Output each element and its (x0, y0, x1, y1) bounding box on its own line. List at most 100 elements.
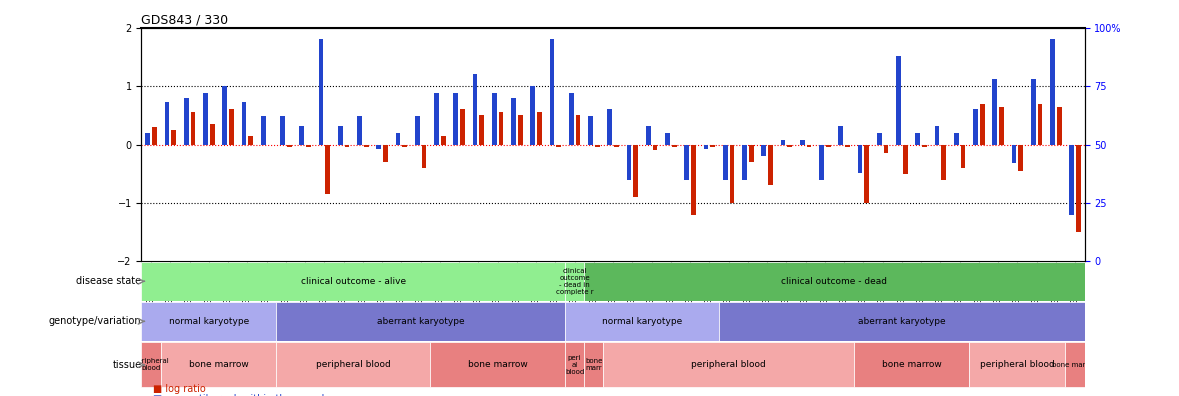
Bar (973, 109, 977, 145)
Bar (941, 145, 946, 179)
Bar (286, 145, 291, 147)
Text: aberrant karyotype: aberrant karyotype (377, 317, 465, 326)
Bar (1012, 145, 1016, 163)
FancyBboxPatch shape (565, 302, 719, 341)
Bar (665, 133, 670, 145)
Bar (376, 145, 381, 149)
Text: normal karyotype: normal karyotype (601, 317, 683, 326)
Bar (364, 145, 369, 147)
Text: clinical
outcome
- dead in
complete r: clinical outcome - dead in complete r (555, 268, 593, 295)
Bar (903, 145, 908, 174)
Text: clinical outcome - alive: clinical outcome - alive (301, 277, 406, 286)
Bar (749, 145, 753, 162)
Bar (607, 109, 612, 145)
Bar (261, 116, 265, 145)
Bar (1038, 104, 1042, 145)
Bar (518, 115, 522, 145)
Text: clinical outcome - dead: clinical outcome - dead (782, 277, 888, 286)
Bar (845, 145, 850, 147)
Text: ■ percentile rank within the sample: ■ percentile rank within the sample (153, 394, 330, 396)
FancyBboxPatch shape (969, 342, 1066, 387)
Bar (742, 145, 746, 179)
Bar (691, 145, 696, 215)
Bar (653, 145, 658, 150)
Bar (422, 145, 427, 168)
Text: peripheral blood: peripheral blood (980, 360, 1055, 369)
Bar (980, 104, 984, 145)
Bar (203, 93, 208, 145)
Bar (704, 145, 709, 149)
FancyBboxPatch shape (854, 342, 969, 387)
Bar (864, 145, 869, 203)
Bar (877, 133, 882, 145)
Text: bone marrow: bone marrow (1052, 362, 1098, 368)
Bar (1030, 79, 1035, 145)
Bar (723, 145, 727, 179)
Bar (307, 145, 311, 147)
Bar (473, 74, 477, 145)
Text: peripheral blood: peripheral blood (691, 360, 766, 369)
Bar (935, 126, 940, 145)
Text: bone
marr: bone marr (585, 358, 602, 371)
FancyBboxPatch shape (719, 302, 1085, 341)
Bar (460, 109, 465, 145)
Bar (402, 145, 407, 147)
Bar (184, 98, 189, 145)
Bar (229, 109, 233, 145)
Bar (152, 127, 157, 145)
Text: normal karyotype: normal karyotype (169, 317, 249, 326)
Bar (915, 133, 920, 145)
FancyBboxPatch shape (141, 342, 160, 387)
Bar (512, 98, 516, 145)
Bar (223, 86, 228, 145)
Bar (825, 145, 830, 147)
Bar (857, 145, 862, 173)
FancyBboxPatch shape (604, 342, 854, 387)
Bar (171, 130, 176, 145)
Bar (396, 133, 401, 145)
Bar (454, 93, 459, 145)
Bar (896, 56, 901, 145)
Bar (281, 116, 285, 145)
Bar (338, 126, 343, 145)
Bar (999, 107, 1003, 145)
Bar (993, 79, 997, 145)
FancyBboxPatch shape (160, 342, 276, 387)
Bar (538, 112, 542, 145)
Text: aberrant karyotype: aberrant karyotype (858, 317, 946, 326)
Bar (499, 112, 503, 145)
FancyBboxPatch shape (430, 342, 565, 387)
Text: peri
al
blood: peri al blood (565, 355, 585, 375)
Text: disease state: disease state (77, 276, 141, 286)
FancyBboxPatch shape (1066, 342, 1085, 387)
Text: genotype/variation: genotype/variation (48, 316, 141, 326)
Bar (614, 145, 619, 147)
Bar (344, 145, 349, 147)
Bar (762, 145, 766, 156)
Bar (633, 145, 638, 197)
Bar (383, 145, 388, 162)
Bar (531, 86, 535, 145)
Bar (961, 145, 966, 168)
Bar (165, 103, 170, 145)
Bar (568, 93, 573, 145)
Bar (242, 103, 246, 145)
Text: bone marrow: bone marrow (468, 360, 527, 369)
FancyBboxPatch shape (585, 262, 1085, 301)
Bar (357, 116, 362, 145)
Text: peripheral
blood: peripheral blood (133, 358, 169, 371)
Bar (588, 116, 593, 145)
FancyBboxPatch shape (276, 302, 565, 341)
Bar (626, 145, 631, 179)
Bar (768, 145, 772, 185)
Bar (819, 145, 824, 179)
FancyBboxPatch shape (565, 262, 585, 301)
Bar (1076, 145, 1081, 232)
Bar (595, 145, 600, 147)
Bar (1019, 145, 1023, 171)
Bar (210, 124, 215, 145)
Bar (1050, 39, 1055, 145)
FancyBboxPatch shape (565, 342, 585, 387)
Bar (806, 145, 811, 147)
Bar (325, 145, 330, 194)
